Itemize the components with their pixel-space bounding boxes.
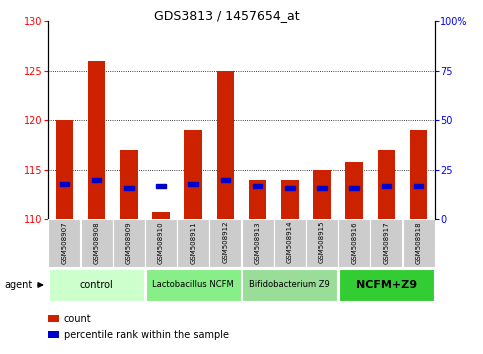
Bar	[48, 219, 80, 267]
Bar	[378, 150, 395, 219]
Bar	[285, 185, 295, 190]
Text: GSM508911: GSM508911	[190, 221, 196, 263]
Text: GSM508907: GSM508907	[61, 221, 68, 263]
Text: GSM508912: GSM508912	[222, 221, 228, 263]
Bar	[92, 178, 101, 182]
Bar	[124, 185, 134, 190]
Bar	[338, 219, 370, 267]
Bar	[120, 150, 138, 219]
Bar	[188, 182, 198, 186]
Bar	[156, 184, 166, 188]
Text: Bifidobacterium Z9: Bifidobacterium Z9	[249, 280, 330, 289]
Text: Lactobacillus NCFM: Lactobacillus NCFM	[152, 280, 234, 289]
Bar	[177, 219, 209, 267]
Bar	[313, 170, 331, 219]
Bar	[185, 130, 202, 219]
Text: count: count	[64, 314, 91, 324]
Text: GSM508908: GSM508908	[94, 221, 99, 263]
Bar	[253, 184, 262, 188]
Bar	[370, 219, 402, 267]
Bar	[249, 180, 267, 219]
Text: control: control	[80, 280, 114, 290]
Text: GDS3813 / 1457654_at: GDS3813 / 1457654_at	[154, 9, 300, 22]
Bar	[345, 162, 363, 219]
Text: GSM508914: GSM508914	[287, 221, 293, 263]
Text: NCFM+Z9: NCFM+Z9	[356, 280, 417, 290]
Bar	[382, 184, 391, 188]
Text: percentile rank within the sample: percentile rank within the sample	[64, 330, 229, 339]
Bar	[306, 219, 338, 267]
Text: agent: agent	[5, 280, 33, 290]
Bar	[88, 61, 105, 219]
Text: GSM508909: GSM508909	[126, 221, 132, 263]
Bar	[281, 180, 298, 219]
Bar	[414, 184, 424, 188]
Bar	[410, 130, 427, 219]
Bar	[145, 219, 177, 267]
Bar	[317, 185, 327, 190]
Text: GSM508917: GSM508917	[384, 221, 389, 263]
Bar	[349, 185, 359, 190]
Bar	[339, 269, 434, 301]
Text: GSM508915: GSM508915	[319, 221, 325, 263]
Bar	[145, 269, 241, 301]
Bar	[221, 178, 230, 182]
Text: GSM508910: GSM508910	[158, 221, 164, 263]
Bar	[56, 120, 73, 219]
Text: GSM508913: GSM508913	[255, 221, 261, 263]
Bar	[113, 219, 145, 267]
Bar	[152, 212, 170, 219]
Bar	[274, 219, 306, 267]
Bar	[59, 182, 69, 186]
Bar	[403, 219, 435, 267]
Text: GSM508918: GSM508918	[415, 221, 422, 263]
Bar	[210, 219, 242, 267]
Bar	[81, 219, 113, 267]
Text: GSM508916: GSM508916	[351, 221, 357, 263]
Bar	[242, 269, 338, 301]
Bar	[49, 269, 144, 301]
Bar	[242, 219, 273, 267]
Bar	[216, 71, 234, 219]
